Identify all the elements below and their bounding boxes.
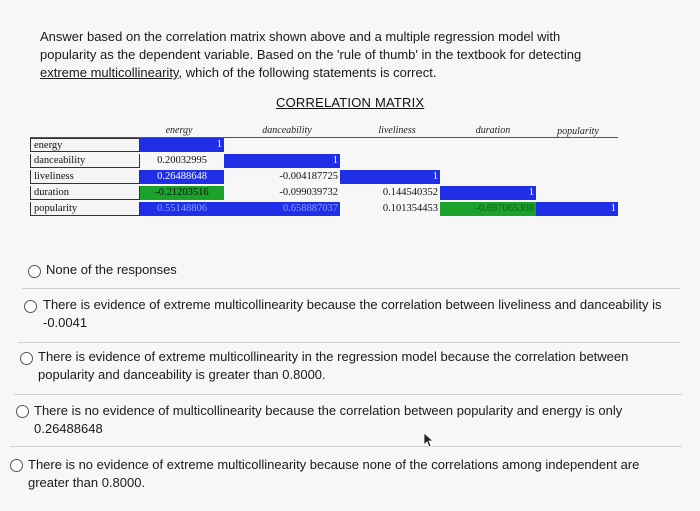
divider <box>18 342 680 343</box>
option-4-text[interactable]: There is no evidence of multicollinearit… <box>34 402 684 438</box>
option-3-text[interactable]: There is evidence of extreme multicollin… <box>38 348 688 384</box>
correlation-matrix: energy danceability liveliness duration … <box>30 120 618 228</box>
option-2-text[interactable]: There is evidence of extreme multicollin… <box>43 296 693 332</box>
option-5-text[interactable]: There is no evidence of extreme multicol… <box>28 456 696 492</box>
option-3-radio[interactable] <box>20 352 33 365</box>
option-4-line-1: There is no evidence of multicollinearit… <box>34 403 623 418</box>
row-label-danceability: danceability <box>30 154 140 168</box>
option-2-radio[interactable] <box>24 300 37 313</box>
col-header-duration: duration <box>475 125 511 136</box>
cell-danceability-danceability: 1 <box>224 154 340 168</box>
cell-duration-energy: -0.21203516 <box>140 186 224 200</box>
divider <box>10 446 682 447</box>
option-3-line-2: popularity and danceability is greater t… <box>38 367 326 382</box>
mouse-pointer-icon <box>423 432 433 448</box>
col-header-danceability: danceability <box>262 125 312 136</box>
matrix-title: CORRELATION MATRIX <box>276 95 425 110</box>
question-line-1: Answer based on the correlation matrix s… <box>40 29 561 44</box>
option-2-line-2: -0.0041 <box>43 315 88 330</box>
option-1-line-1: None of the responses <box>46 262 177 277</box>
cell-danceability-energy: 0.20032995 <box>157 155 207 166</box>
question-line-2: popularity as the dependent variable. Ba… <box>40 47 582 62</box>
col-header-popularity: popularity <box>557 126 599 137</box>
question-text: Answer based on the correlation matrix s… <box>40 28 680 82</box>
option-4-line-2: 0.26488648 <box>34 421 103 436</box>
cell-popularity-liveliness: 0.101354453 <box>382 203 438 214</box>
cell-energy-energy: 1 <box>140 138 224 152</box>
cell-liveliness-danceability: -0.004187725 <box>279 171 338 182</box>
multicollinearity-link[interactable]: extreme multicollinearity, <box>40 65 183 80</box>
option-2-line-1: There is evidence of extreme multicollin… <box>43 297 662 312</box>
row-label-liveliness: liveliness <box>30 170 140 184</box>
row-label-popularity: popularity <box>30 202 140 216</box>
cell-liveliness-energy: 0.26488648 <box>140 170 224 184</box>
cell-popularity-energy: 0.55148806 <box>140 202 224 216</box>
option-5-line-1: There is no evidence of extreme multicol… <box>28 457 640 472</box>
question-line-3-rest: which of the following statements is cor… <box>182 65 437 80</box>
cell-popularity-duration: -0.697065308 <box>440 202 536 216</box>
option-1-text[interactable]: None of the responses <box>46 261 177 279</box>
cell-liveliness-liveliness: 1 <box>340 170 440 184</box>
divider <box>22 288 680 289</box>
col-header-liveliness: liveliness <box>378 125 416 136</box>
option-1-radio[interactable] <box>28 265 41 278</box>
question-line-3: extreme multicollinearity, which of the … <box>40 64 680 82</box>
cell-popularity-danceability: 0.658887037 <box>224 202 340 216</box>
header-rule <box>30 137 618 138</box>
row-label-duration: duration <box>30 186 140 200</box>
col-header-energy: energy <box>165 125 193 136</box>
option-3-line-1: There is evidence of extreme multicollin… <box>38 349 629 364</box>
divider <box>14 394 682 395</box>
cell-duration-danceability: -0.099039732 <box>279 187 338 198</box>
cell-popularity-popularity: 1 <box>536 202 618 216</box>
row-label-energy: energy <box>30 138 140 152</box>
cell-duration-duration: 1 <box>440 186 536 200</box>
option-4-radio[interactable] <box>16 405 29 418</box>
cell-duration-liveliness: 0.144540352 <box>382 187 438 198</box>
option-5-radio[interactable] <box>10 459 23 472</box>
option-5-line-2: greater than 0.8000. <box>28 475 146 490</box>
